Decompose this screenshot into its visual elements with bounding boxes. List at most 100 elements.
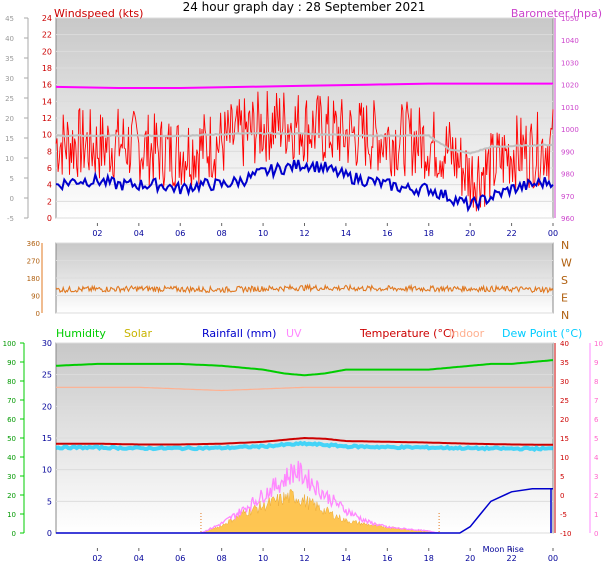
humidity-ytick-label: 90 [7,359,16,367]
baro-ytick-label: 990 [561,148,574,156]
uv-ytick-label: 0 [594,530,598,538]
wind-ytick-label: 0 [47,214,52,223]
baro-ytick-label: 960 [561,215,574,223]
wind-xtick-label: 06 [175,229,185,238]
wind-xtick-label: 10 [258,229,268,238]
uv-ytick-label: 4 [594,454,599,462]
windspeed-axis-label: Windspeed (kts) [54,7,143,20]
temperature-xtick-label: 18 [424,554,434,561]
humidity-ytick-label: 40 [7,454,16,462]
wind-ytick-label: 14 [42,97,52,106]
rain-ytick-label: 15 [42,434,52,443]
rain-ytick-label: 25 [42,371,52,380]
uv-ytick-label: 7 [594,397,598,405]
direction-ytick-label: 270 [27,258,40,266]
uv-ytick-label: 6 [594,416,599,424]
uv-ytick-label: 2 [594,492,598,500]
temp-ytick-label: 15 [560,435,569,443]
baro-ytick-label: 1020 [561,82,579,90]
outer-ytick-label: 10 [5,155,14,163]
temperature-xtick-label: 06 [175,554,185,561]
temp-ytick-label: 0 [560,492,564,500]
temp-ytick-label: 5 [560,473,564,481]
temp-ytick-label: 25 [560,397,569,405]
direction-ytick-label: 180 [27,275,40,283]
temperature-series [56,436,553,446]
indoor-series [56,386,553,392]
wind-ytick-label: 16 [42,81,52,90]
temperature-xtick-label: 16 [382,554,392,561]
wind-xtick-label: 04 [134,229,144,238]
outer-ytick-label: 20 [5,115,14,123]
baro-ytick-label: 980 [561,171,574,179]
rain-ytick-label: 5 [47,497,52,506]
compass-label: E [561,292,568,305]
direction-ytick-label: 360 [27,240,40,248]
humidity-ytick-label: 20 [7,492,16,500]
legend-label: Dew Point (°C) [502,327,582,340]
temperature-xtick-label: 22 [506,554,516,561]
temperature-xtick-label: 00 [548,554,558,561]
legend-label: Rainfall (mm) [202,327,276,340]
wind-ytick-label: 22 [42,31,52,40]
uv-ytick-label: 8 [594,378,598,386]
temp-ytick-label: 35 [560,359,569,367]
moon-rise-annotation: Moon Rise [483,545,524,554]
rain-ytick-label: 0 [47,529,52,538]
rainfall-series [56,487,553,534]
direction-ytick-label: 0 [36,310,40,318]
temperature-xtick-label: 12 [299,554,309,561]
temperature-xtick-label: 10 [258,554,268,561]
humidity-ytick-label: 50 [7,435,16,443]
direction-ytick-label: 90 [31,293,40,301]
uv-ytick-label: 3 [594,473,598,481]
uv-series [200,460,440,534]
legend-label: Solar [124,327,153,340]
dewpoint-series [55,440,553,453]
outer-ytick-label: 15 [5,135,14,143]
humidity-series [55,359,554,377]
outer-ytick-label: 30 [5,75,14,83]
wind-ytick-label: 12 [42,114,52,123]
compass-label: W [561,257,572,270]
uv-ytick-label: 1 [594,511,598,519]
temp-ytick-label: 20 [560,416,569,424]
rain-ytick-label: 30 [42,339,52,348]
compass-label: N [561,239,569,252]
temperature-xtick-label: 08 [217,554,227,561]
baro-ytick-label: 1050 [561,15,579,23]
temperature-xtick-label: 14 [341,554,351,561]
barometer-axis-label: Barometer (hpa) [511,7,602,20]
outer-ytick-label: -5 [7,215,14,223]
uv-ytick-label: 10 [594,340,603,348]
compass-label: N [561,309,569,322]
outer-ytick-label: 5 [10,175,14,183]
wind-ytick-label: 6 [47,164,52,173]
baro-ytick-label: 1000 [561,126,579,134]
rain-ytick-label: 10 [42,466,52,475]
humidity-ytick-label: 80 [7,378,16,386]
wind-ytick-label: 8 [47,147,52,156]
wind-xtick-label: 14 [341,229,351,238]
wind-ytick-label: 24 [42,14,52,23]
baro-ytick-label: 1010 [561,104,579,112]
humidity-ytick-label: 100 [3,340,16,348]
humidity-ytick-label: 0 [12,530,16,538]
uv-ytick-label: 5 [594,435,598,443]
outer-ytick-label: 45 [5,15,14,23]
wind-xtick-label: 12 [299,229,309,238]
outer-ytick-label: 40 [5,35,14,43]
direction-series [55,283,554,294]
pressure-trend-series [55,131,554,155]
temp-ytick-label: 30 [560,378,569,386]
legend-label: Humidity [56,327,106,340]
barometer-series [55,82,553,89]
wind-xtick-label: 18 [424,229,434,238]
wind-xtick-label: 16 [382,229,392,238]
compass-label: S [561,274,568,287]
uv-ytick-label: 9 [594,359,598,367]
baro-ytick-label: 970 [561,193,574,201]
outer-ytick-label: 0 [10,195,14,203]
baro-ytick-label: 1030 [561,59,579,67]
